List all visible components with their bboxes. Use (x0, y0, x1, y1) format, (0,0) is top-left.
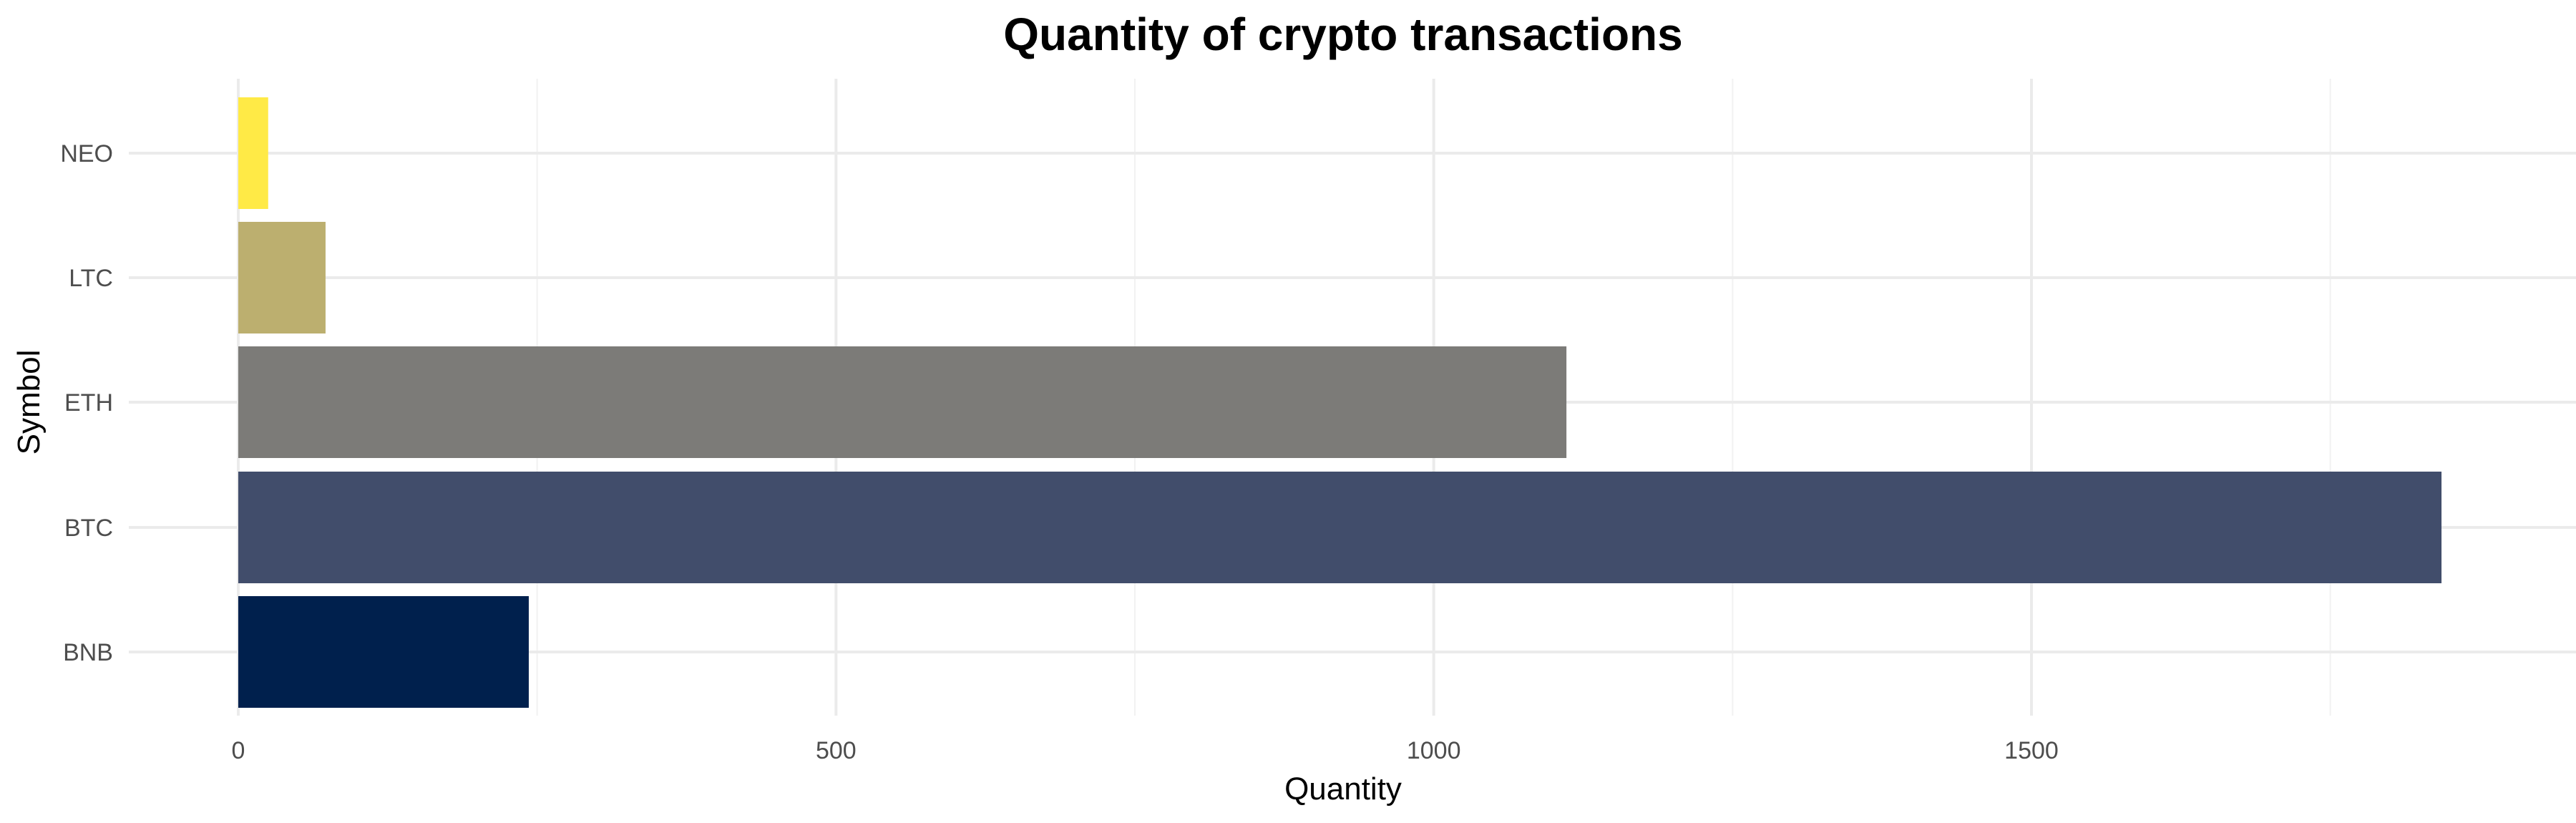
x-tick-labels: 0 500 1000 1500 (232, 737, 2059, 764)
y-tick-label: LTC (69, 265, 113, 292)
y-axis-label: Symbol (11, 350, 47, 455)
bars (238, 97, 2442, 708)
y-tick-label: BNB (63, 639, 113, 666)
x-tick-label: 1500 (2004, 737, 2059, 764)
y-tick-label: BTC (64, 515, 113, 542)
y-tick-label: ETH (64, 389, 113, 417)
x-tick-label: 500 (816, 737, 857, 764)
x-axis-label: Quantity (1284, 771, 1402, 807)
chart-title: Quantity of crypto transactions (1003, 9, 1682, 60)
bar-ltc (238, 222, 326, 333)
y-tick-labels: BNB BTC ETH LTC NEO (60, 140, 113, 666)
x-tick-label: 0 (232, 737, 245, 764)
bar-eth (238, 346, 1567, 458)
y-tick-label: NEO (60, 140, 113, 167)
bar-bnb (238, 596, 529, 708)
bar-btc (238, 472, 2442, 583)
x-tick-label: 1000 (1407, 737, 1461, 764)
bar-neo (238, 97, 268, 209)
